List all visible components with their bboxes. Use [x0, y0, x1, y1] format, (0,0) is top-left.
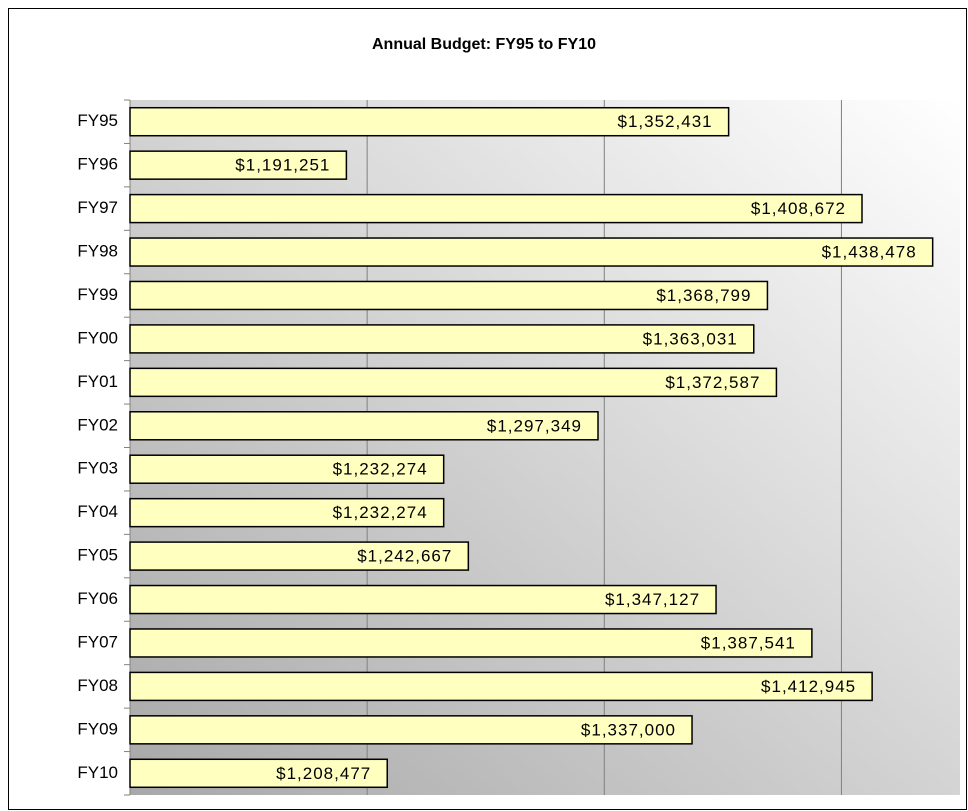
bar: [129, 497, 445, 528]
y-tick-label: FY08: [77, 676, 118, 695]
bar: [129, 237, 934, 267]
bar: [129, 628, 813, 658]
value-label: $1,372,587: [665, 373, 760, 392]
y-tick-label: FY10: [77, 763, 118, 782]
value-label: $1,408,672: [751, 199, 846, 218]
value-label: $1,208,477: [276, 764, 371, 783]
y-tick-label: FY07: [77, 632, 118, 651]
value-label: $1,412,945: [761, 677, 856, 696]
bar: [129, 541, 470, 571]
bar: [129, 106, 730, 137]
y-tick-label: FY00: [77, 328, 118, 347]
bar: [129, 367, 778, 398]
bar: [129, 193, 863, 224]
y-tick-label: FY04: [77, 502, 118, 521]
y-tick-label: FY03: [77, 459, 118, 478]
value-label: $1,242,667: [357, 547, 452, 566]
bar: [129, 584, 717, 615]
value-label: $1,438,478: [822, 243, 917, 262]
bar: [129, 454, 445, 484]
value-label: $1,337,000: [581, 720, 676, 739]
value-label: $1,191,251: [235, 156, 330, 175]
bar: [129, 671, 873, 702]
bar: [129, 758, 388, 789]
bar: [129, 411, 599, 441]
y-tick-label: FY98: [77, 242, 118, 261]
y-tick-label: FY96: [77, 155, 118, 174]
y-tick-label: FY97: [77, 198, 118, 217]
bar: [129, 324, 755, 354]
y-tick-label: FY09: [77, 719, 118, 738]
value-label: $1,387,541: [701, 633, 796, 652]
y-tick-label: FY06: [77, 589, 118, 608]
y-tick-label: FY02: [77, 415, 118, 434]
bar: [129, 150, 348, 180]
chart-title: Annual Budget: FY95 to FY10: [372, 36, 596, 53]
y-tick-label: FY99: [77, 285, 118, 304]
value-label: $1,347,127: [605, 590, 700, 609]
value-label: $1,363,031: [643, 329, 738, 348]
value-label: $1,368,799: [656, 286, 751, 305]
y-tick-label: FY01: [77, 372, 118, 391]
y-tick-label: FY05: [77, 546, 118, 565]
value-label: $1,232,274: [333, 503, 428, 522]
value-label: $1,232,274: [333, 460, 428, 479]
value-label: $1,297,349: [487, 416, 582, 435]
y-tick-label: FY95: [77, 111, 118, 130]
bar: [129, 715, 693, 745]
bar: [129, 280, 769, 311]
value-label: $1,352,431: [618, 112, 713, 131]
